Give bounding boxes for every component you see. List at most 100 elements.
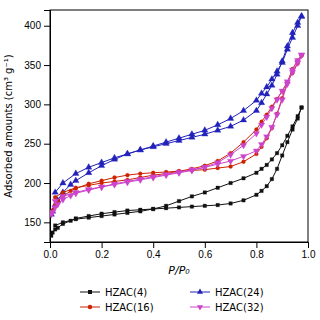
point <box>227 115 233 121</box>
point <box>289 70 295 76</box>
point <box>73 177 79 183</box>
point <box>274 98 280 104</box>
point <box>227 123 233 129</box>
point <box>69 189 73 193</box>
point <box>85 188 91 194</box>
point <box>98 185 104 191</box>
y-tick-label: 400 <box>24 20 41 31</box>
series-line <box>51 16 301 214</box>
point <box>87 183 91 187</box>
x-tick: 0.6 <box>198 242 212 260</box>
point <box>202 165 208 171</box>
legend-item: HZAC(24) <box>190 287 264 298</box>
y-tick-mark <box>44 222 50 223</box>
point <box>163 138 169 144</box>
x-tick-label: 0.6 <box>198 249 212 260</box>
point <box>203 191 206 194</box>
legend-label: HZAC(16) <box>105 302 154 313</box>
point <box>300 106 303 109</box>
point <box>150 176 156 182</box>
point <box>177 206 180 209</box>
x-axis: 0.00.20.40.60.81.0 <box>44 242 316 260</box>
x-tick-mark <box>102 242 103 248</box>
point <box>85 164 91 170</box>
x-tick-mark <box>256 242 257 248</box>
point <box>270 177 273 180</box>
point <box>280 144 283 147</box>
point <box>151 207 154 210</box>
point <box>50 210 56 216</box>
point <box>253 149 259 155</box>
point <box>203 204 206 207</box>
legend-item: HZAC(32) <box>190 302 264 313</box>
point <box>124 150 130 156</box>
x-tick: 0.2 <box>95 242 109 260</box>
point <box>214 161 220 167</box>
point <box>177 199 180 202</box>
point <box>258 123 264 129</box>
point <box>113 176 117 180</box>
point <box>189 131 195 137</box>
point <box>137 146 143 152</box>
series <box>50 53 305 218</box>
y-tick-label: 150 <box>24 217 41 228</box>
point <box>202 127 208 133</box>
legend-symbol <box>197 305 203 310</box>
plot-frame <box>50 10 308 242</box>
point <box>137 146 143 152</box>
point <box>269 125 275 131</box>
y-tick: 250 <box>24 138 50 149</box>
point <box>216 203 219 206</box>
y-tick: 300 <box>24 99 50 110</box>
y-tick-mark <box>44 104 50 105</box>
series <box>50 54 304 216</box>
x-tick-label: 0.0 <box>44 249 58 260</box>
plot: 0.00.20.40.60.81.0150200250300350400P/P₀… <box>3 10 316 277</box>
x-tick-mark <box>205 242 206 248</box>
point <box>100 181 104 185</box>
point <box>51 231 54 234</box>
point <box>176 134 182 140</box>
point <box>298 53 304 59</box>
point <box>73 170 79 176</box>
series-line <box>51 55 301 215</box>
point <box>258 143 264 149</box>
point <box>69 219 72 222</box>
x-tick: 0.8 <box>250 242 264 260</box>
x-tick-label: 0.2 <box>95 249 109 260</box>
point <box>60 195 66 201</box>
point <box>255 193 258 196</box>
point <box>100 214 103 217</box>
point <box>52 189 58 195</box>
legend-symbol <box>88 290 92 294</box>
point <box>50 234 53 237</box>
x-axis-line <box>51 243 309 249</box>
legend-label: HZAC(4) <box>105 287 147 298</box>
x-axis-title: P/P₀ <box>168 264 190 277</box>
point <box>229 202 232 205</box>
x-tick: 0.4 <box>147 242 161 260</box>
point <box>294 22 300 28</box>
legend-item: HZAC(4) <box>80 287 147 298</box>
y-tick-mark <box>44 26 50 27</box>
point <box>298 13 304 19</box>
point <box>74 186 78 190</box>
point <box>137 178 143 184</box>
point <box>52 199 58 205</box>
point <box>279 59 285 65</box>
point <box>150 143 156 149</box>
point <box>298 13 304 19</box>
point <box>98 159 104 165</box>
point <box>279 89 285 95</box>
point <box>298 53 304 59</box>
x-tick: 0.0 <box>44 242 58 260</box>
point <box>294 61 300 67</box>
y-axis-line <box>44 11 51 243</box>
point <box>61 191 65 195</box>
y-tick: 350 <box>24 60 50 71</box>
chart: 0.00.20.40.60.81.0150200250300350400P/P₀… <box>0 0 320 320</box>
point <box>61 221 64 224</box>
point <box>53 224 56 227</box>
point <box>85 187 91 193</box>
point <box>227 159 233 165</box>
